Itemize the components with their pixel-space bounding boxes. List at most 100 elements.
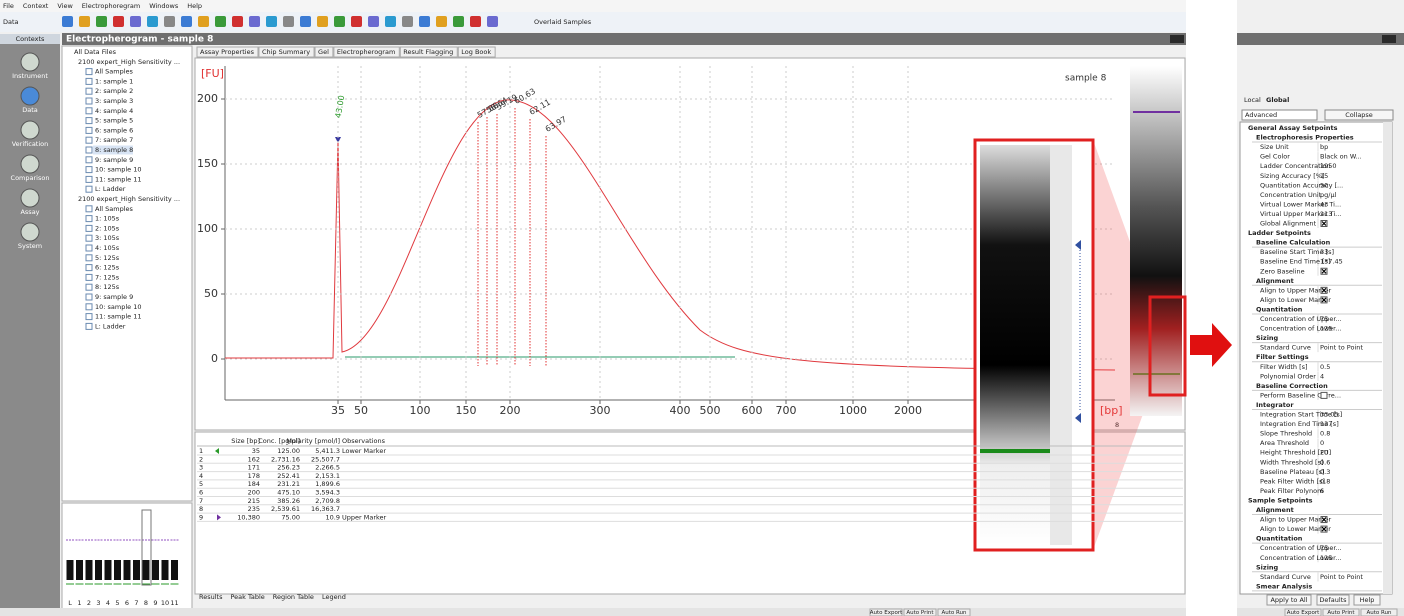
- tree-item[interactable]: 7: sample 7: [95, 136, 133, 144]
- context-icon[interactable]: [21, 189, 39, 207]
- context-icon[interactable]: [21, 87, 39, 105]
- tree-item[interactable]: 11: sample 11: [95, 175, 142, 183]
- setting-label[interactable]: Polynomial Order: [1260, 372, 1316, 380]
- tree-item[interactable]: 8: sample 8: [95, 146, 133, 154]
- group[interactable]: Baseline Calculation: [1256, 239, 1331, 247]
- setting-label[interactable]: Concentration of Upper...: [1260, 315, 1342, 323]
- setting-value[interactable]: 1950: [1320, 162, 1337, 170]
- tree-item[interactable]: 3: 105s: [95, 234, 120, 242]
- setting-label[interactable]: Slope Threshold: [1260, 430, 1312, 438]
- menu-item[interactable]: Help: [187, 2, 202, 10]
- setting-value[interactable]: bp: [1320, 143, 1328, 151]
- tool-icon[interactable]: [283, 16, 294, 27]
- gel-lane-label[interactable]: 11: [170, 599, 178, 607]
- tool-icon[interactable]: [266, 16, 277, 27]
- group[interactable]: Filter Settings: [1256, 353, 1309, 361]
- setting-value[interactable]: 137: [1320, 420, 1332, 428]
- bottom-tab[interactable]: Region Table: [273, 593, 314, 601]
- tool-icon[interactable]: [215, 16, 226, 27]
- setting-label[interactable]: Zero Baseline: [1260, 267, 1305, 275]
- setpoints-tab[interactable]: Global: [1266, 96, 1289, 104]
- gel-lane-label[interactable]: 1: [77, 599, 81, 607]
- tree-item[interactable]: 4: sample 4: [95, 107, 133, 115]
- collapse-label[interactable]: Collapse: [1345, 111, 1373, 119]
- tree-item[interactable]: 9: sample 9: [95, 156, 133, 164]
- menu-item[interactable]: Electrophoregram: [82, 2, 140, 10]
- setting-value[interactable]: 75: [1320, 544, 1328, 552]
- tool-icon[interactable]: [385, 16, 396, 27]
- tree-item[interactable]: L: Ladder: [95, 322, 126, 330]
- tree-item[interactable]: All Samples: [95, 205, 133, 213]
- tab[interactable]: Chip Summary: [262, 48, 310, 56]
- tree-item[interactable]: 3: sample 3: [95, 97, 133, 105]
- setting-value[interactable]: 113: [1320, 210, 1332, 218]
- gel-lane-label[interactable]: 5: [115, 599, 119, 607]
- context-item[interactable]: System: [18, 242, 42, 250]
- setting-label[interactable]: Width Threshold [s]: [1260, 458, 1324, 466]
- setting-label[interactable]: Gel Color: [1260, 153, 1290, 161]
- tree-item[interactable]: 2: sample 2: [95, 87, 133, 95]
- setting-value[interactable]: 0.8: [1320, 430, 1330, 438]
- tool-icon[interactable]: [79, 16, 90, 27]
- tree-item[interactable]: 1: sample 1: [95, 77, 133, 85]
- gel-lane-label[interactable]: L: [68, 599, 72, 607]
- setting-value[interactable]: Point to Point: [1320, 573, 1363, 581]
- setting-value[interactable]: 0.5: [1320, 363, 1330, 371]
- gel-lane-label[interactable]: 9: [153, 599, 157, 607]
- gel-lane-label[interactable]: 4: [106, 599, 110, 607]
- setting-value[interactable]: pg/µl: [1320, 191, 1337, 199]
- tab[interactable]: Gel: [318, 48, 329, 56]
- context-icon[interactable]: [21, 223, 39, 241]
- tool-icon[interactable]: [62, 16, 73, 27]
- section[interactable]: Sample Setpoints: [1248, 496, 1313, 504]
- setting-label[interactable]: Standard Curve: [1260, 344, 1311, 352]
- bottom-tab[interactable]: Results: [199, 593, 223, 601]
- tool-icon[interactable]: [113, 16, 124, 27]
- mode-value[interactable]: Advanced: [1245, 111, 1277, 119]
- gel-lane-label[interactable]: 10: [161, 599, 169, 607]
- group[interactable]: Smear Analysis: [1256, 582, 1312, 590]
- group[interactable]: Integrator: [1256, 401, 1294, 409]
- tree-item[interactable]: 10: sample 10: [95, 166, 142, 174]
- setting-value[interactable]: 0: [1320, 439, 1324, 447]
- checkbox[interactable]: [1321, 392, 1327, 398]
- setting-label[interactable]: Virtual Lower Marker Ti...: [1260, 200, 1341, 208]
- tool-icon[interactable]: [334, 16, 345, 27]
- tree-item[interactable]: 2: 105s: [95, 224, 120, 232]
- tool-icon[interactable]: [351, 16, 362, 27]
- setting-label[interactable]: Quantitation Accuracy [...: [1260, 181, 1343, 189]
- setting-label[interactable]: Perform Baseline Corre...: [1260, 391, 1341, 399]
- setting-value[interactable]: 43: [1320, 200, 1328, 208]
- group[interactable]: Quantitation: [1256, 305, 1303, 313]
- tree-item[interactable]: 11: sample 11: [95, 313, 142, 321]
- setting-label[interactable]: Area Threshold: [1260, 439, 1309, 447]
- tree-item[interactable]: 6: 125s: [95, 264, 120, 272]
- tree-root[interactable]: All Data Files: [74, 48, 117, 56]
- setting-label[interactable]: Peak Filter Width [s]: [1260, 477, 1325, 485]
- status-button-label[interactable]: Auto Print: [906, 610, 934, 616]
- overlay-select[interactable]: Overlaid Samples: [534, 18, 592, 26]
- setting-value[interactable]: 125: [1320, 325, 1332, 333]
- tool-icon[interactable]: [249, 16, 260, 27]
- group[interactable]: Alignment: [1256, 277, 1294, 285]
- gel-lane-label[interactable]: 7: [134, 599, 138, 607]
- tree-item[interactable]: 1: 105s: [95, 215, 120, 223]
- context-icon[interactable]: [21, 53, 39, 71]
- tree-item[interactable]: 10: sample 10: [95, 303, 142, 311]
- tool-icon[interactable]: [130, 16, 141, 27]
- setting-label[interactable]: Standard Curve: [1260, 573, 1311, 581]
- setpoints-tab[interactable]: Local: [1244, 96, 1261, 104]
- tab[interactable]: Electropherogram: [337, 48, 395, 56]
- context-item[interactable]: Comparison: [11, 174, 50, 182]
- tree-item[interactable]: 8: 125s: [95, 283, 120, 291]
- bottom-tab[interactable]: Legend: [322, 593, 346, 601]
- setting-label[interactable]: Peak Filter Polynom: [1260, 487, 1323, 495]
- setting-label[interactable]: Concentration of Upper...: [1260, 544, 1342, 552]
- tool-icon[interactable]: [164, 16, 175, 27]
- tree-item[interactable]: 7: 125s: [95, 273, 120, 281]
- context-icon[interactable]: [21, 121, 39, 139]
- button-label[interactable]: Apply to All: [1270, 596, 1307, 604]
- tool-icon[interactable]: [317, 16, 328, 27]
- tool-icon[interactable]: [198, 16, 209, 27]
- setting-label[interactable]: Sizing Accuracy [%]: [1260, 172, 1324, 180]
